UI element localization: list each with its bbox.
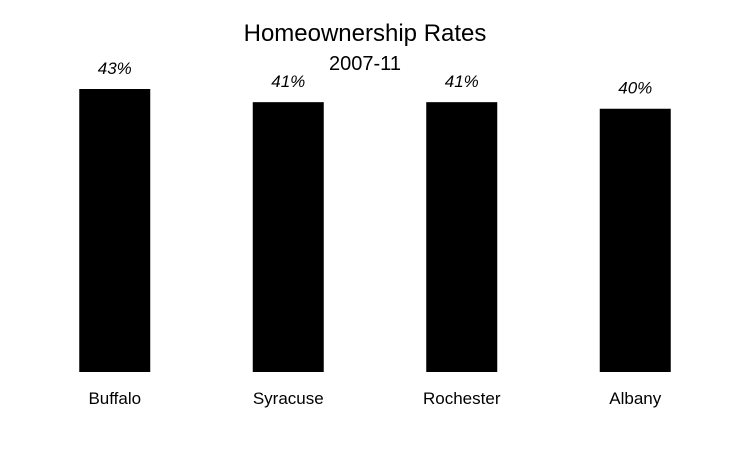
category-label-albany: Albany	[609, 389, 661, 408]
bar-buffalo	[79, 89, 151, 372]
bar-syracuse	[252, 102, 324, 373]
category-label-buffalo: Buffalo	[88, 389, 141, 408]
data-label-albany: 40%	[618, 79, 652, 98]
labels-group: 43% Buffalo 41% Syracuse 41% Rochester 40% Alba…	[88, 59, 661, 408]
chart-subtitle: 2007-11	[329, 53, 401, 75]
data-label-rochester: 41%	[445, 72, 479, 91]
data-label-syracuse: 41%	[271, 72, 305, 91]
bar-albany	[599, 108, 671, 372]
bar-rochester	[426, 102, 498, 373]
category-label-syracuse: Syracuse	[253, 389, 324, 408]
bars-group	[79, 89, 671, 373]
chart-title: Homeownership Rates	[244, 20, 487, 47]
data-label-buffalo: 43%	[98, 59, 132, 78]
category-label-rochester: Rochester	[423, 389, 501, 408]
